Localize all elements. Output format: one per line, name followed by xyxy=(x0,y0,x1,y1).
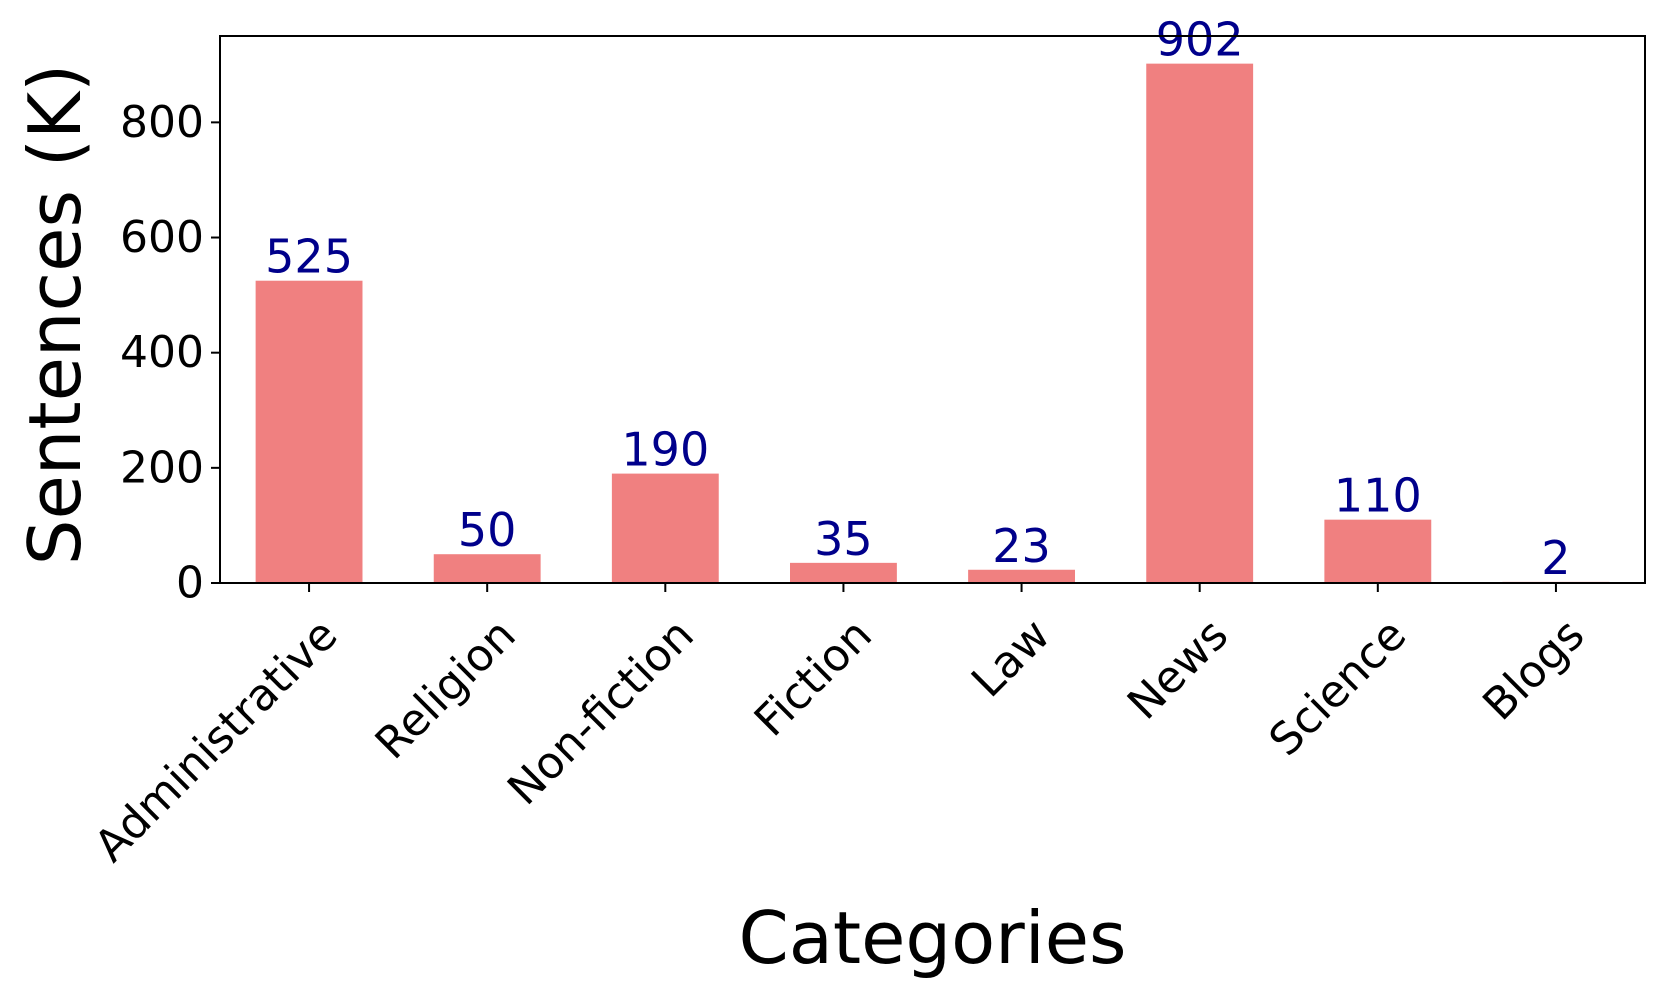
y-tick-label: 200 xyxy=(120,442,204,493)
bar-administrative xyxy=(255,280,363,583)
data-label: 525 xyxy=(265,230,353,284)
value-labels: 525 50 190 35 23 902 110 2 xyxy=(265,13,1570,585)
y-tick-label: 600 xyxy=(120,212,204,263)
x-tick-label: Administrative xyxy=(85,609,348,872)
data-label: 2 xyxy=(1541,531,1570,585)
data-label: 110 xyxy=(1334,469,1422,523)
data-label: 23 xyxy=(992,519,1051,573)
y-axis-title: Sentences (K) xyxy=(13,64,97,565)
x-axis-title: Categories xyxy=(738,896,1126,980)
bar-law xyxy=(968,569,1075,583)
y-axis: 0 200 400 600 800 xyxy=(120,97,220,609)
plot-frame xyxy=(219,35,1646,584)
bar-fiction xyxy=(790,562,897,583)
x-tick-label: Blogs xyxy=(1473,609,1594,730)
bars xyxy=(255,63,1610,584)
x-tick-label: Science xyxy=(1260,609,1417,766)
data-label: 35 xyxy=(814,512,873,566)
y-tick-label: 800 xyxy=(120,97,204,148)
bar-non-fiction xyxy=(611,473,719,583)
data-label: 190 xyxy=(621,423,709,477)
bar-news xyxy=(1146,63,1254,584)
y-tick-label: 0 xyxy=(176,558,204,609)
x-tick-label: Fiction xyxy=(745,609,882,746)
x-tick-label: Law xyxy=(962,609,1060,707)
y-tick-label: 400 xyxy=(120,327,204,378)
data-label: 50 xyxy=(458,503,517,557)
bar-religion xyxy=(433,554,541,583)
data-label: 902 xyxy=(1156,13,1244,67)
x-tick-label: Non-fiction xyxy=(498,609,704,815)
x-tick-label: Religion xyxy=(366,609,526,769)
bar-science xyxy=(1324,519,1432,583)
x-tick-label: News xyxy=(1118,609,1238,729)
